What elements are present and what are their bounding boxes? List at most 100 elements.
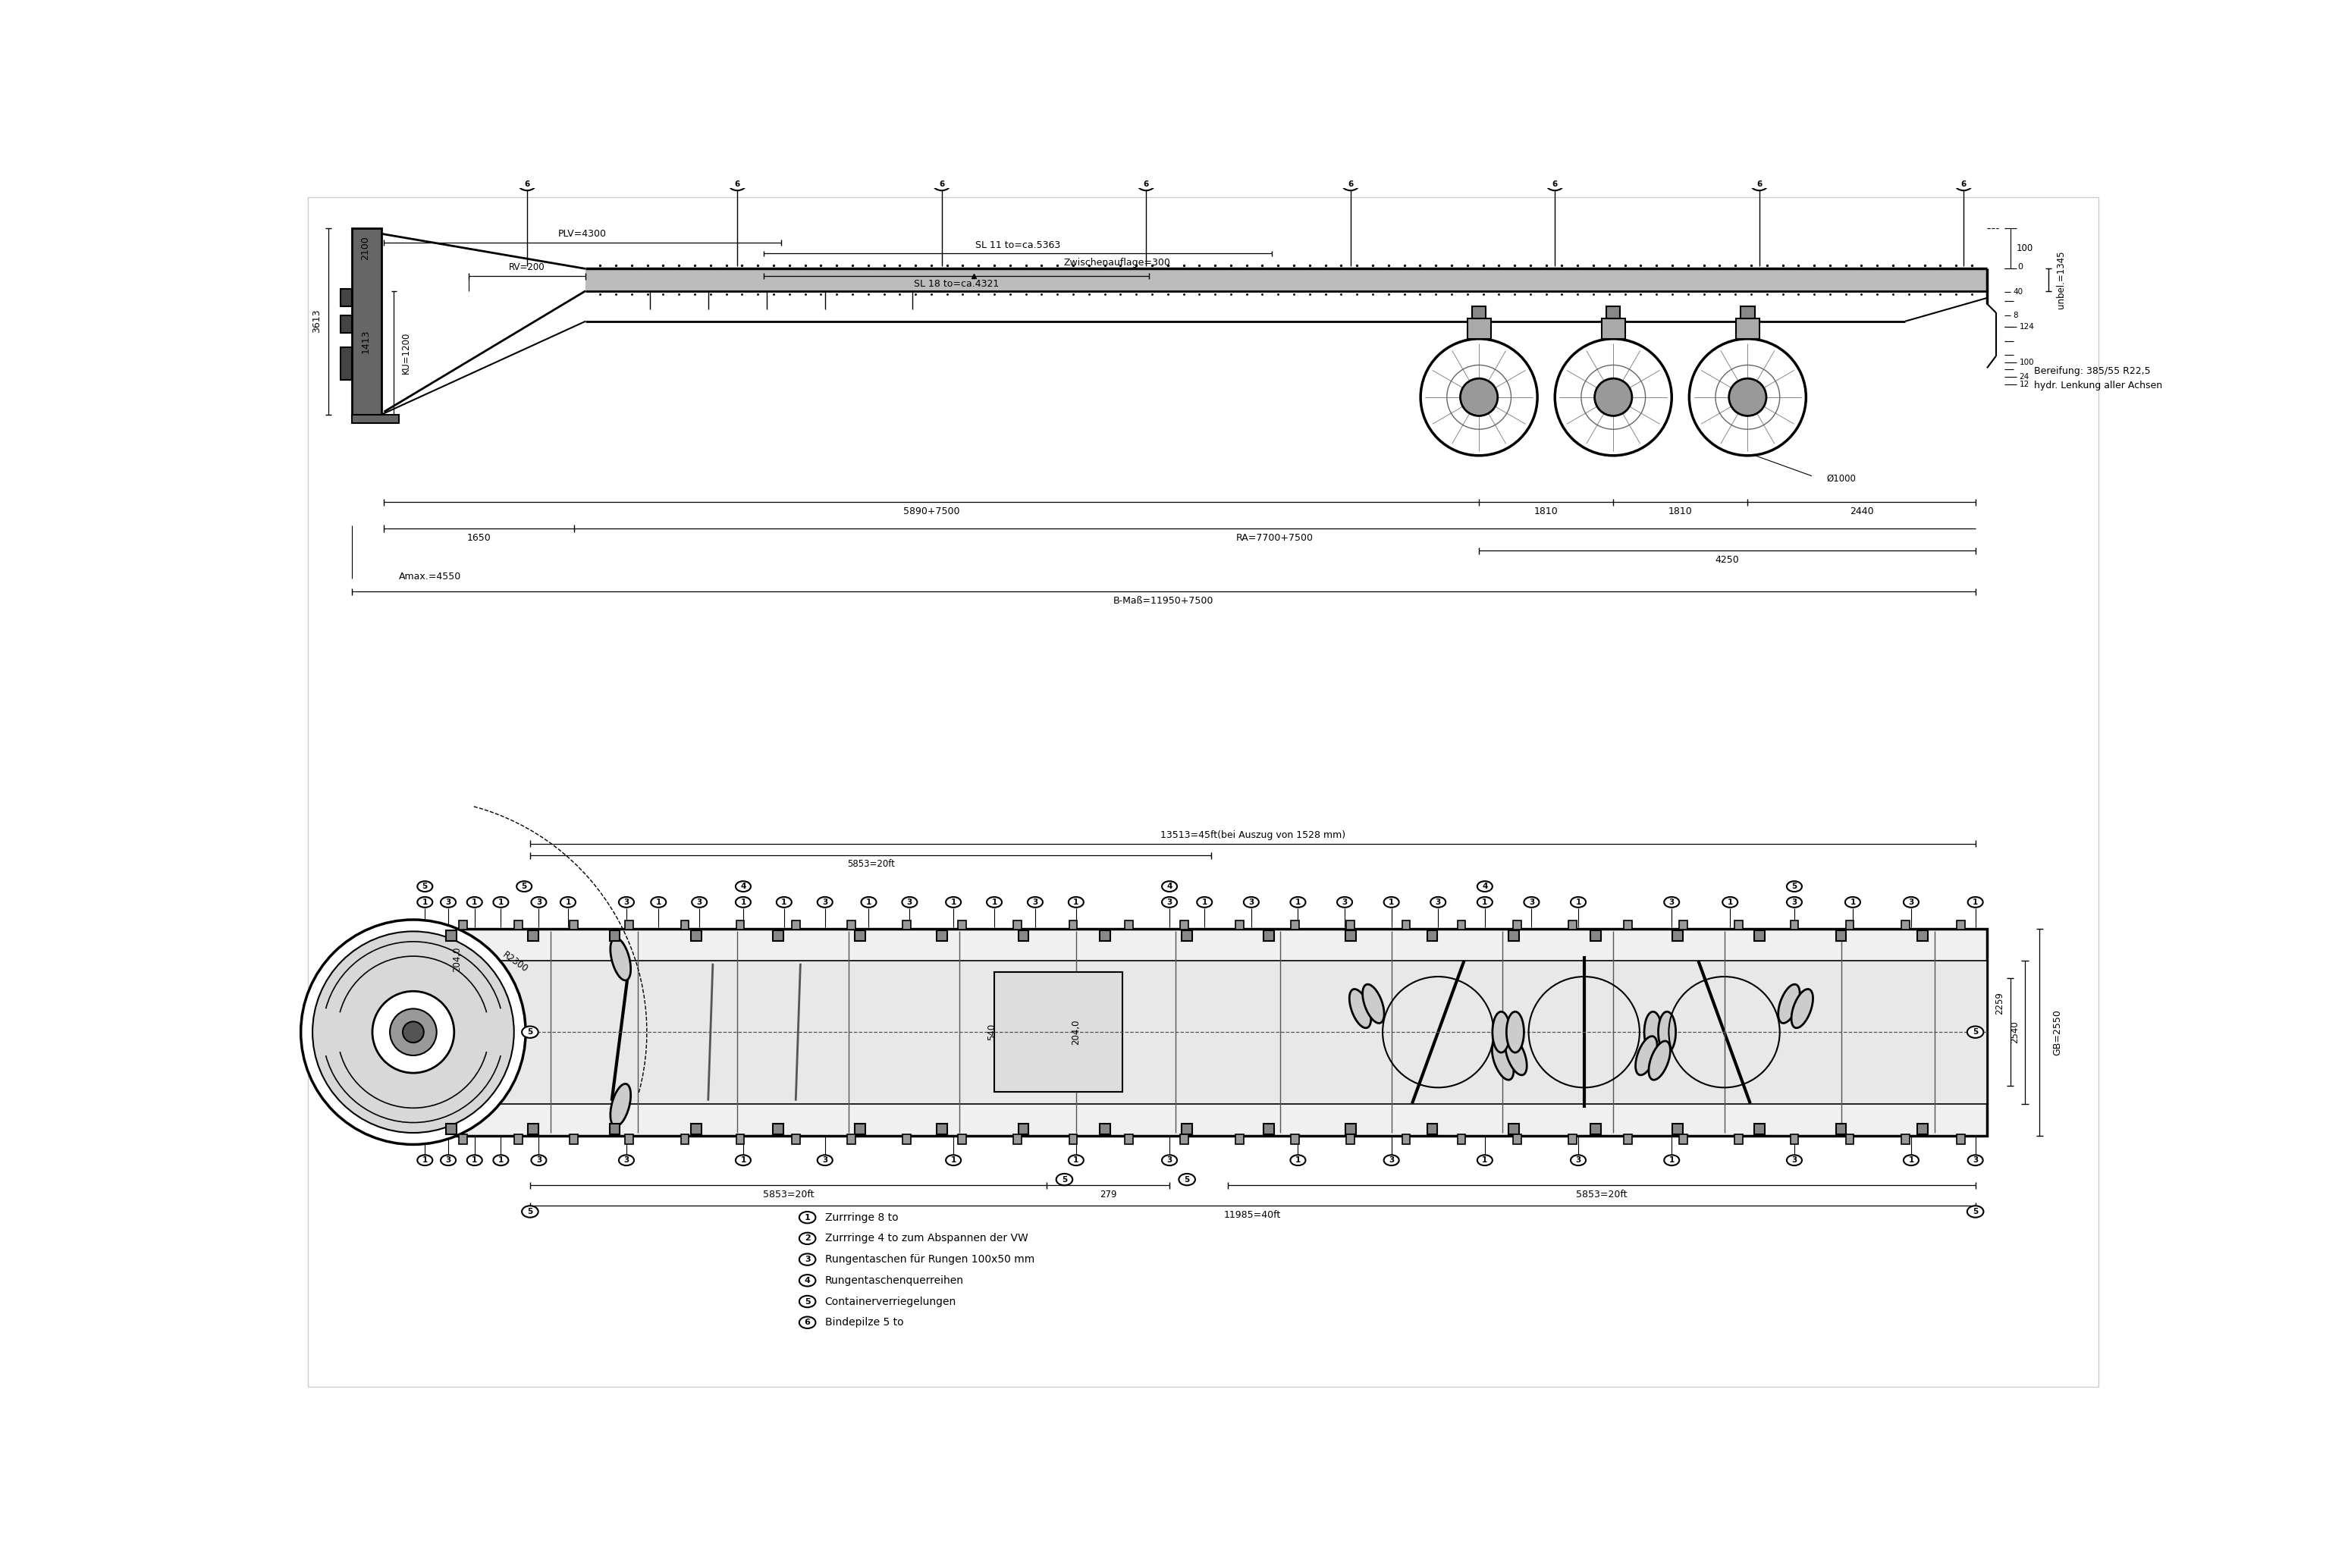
Text: Zurrringe 4 to zum Abspannen der VW: Zurrringe 4 to zum Abspannen der VW [824,1232,1028,1243]
Bar [1568,920,1576,930]
Bar [1735,920,1742,930]
Bar [528,930,538,941]
Ellipse shape [1792,989,1813,1029]
Text: Amax.=4550: Amax.=4550 [399,572,460,582]
Circle shape [301,920,526,1145]
Text: PLV=4300: PLV=4300 [559,229,606,238]
Bar [1590,1123,1601,1134]
Ellipse shape [493,1156,510,1165]
Text: 1: 1 [1296,898,1301,906]
Bar [737,1135,744,1145]
Text: 3: 3 [1167,1157,1172,1163]
Bar [772,930,784,941]
Ellipse shape [1571,1156,1585,1165]
Ellipse shape [1665,897,1679,908]
Bar [1291,1135,1298,1145]
Bar [446,1123,456,1134]
Bar [458,1135,467,1145]
Ellipse shape [1777,985,1801,1024]
Text: 1: 1 [1850,898,1855,906]
Ellipse shape [441,897,456,908]
Bar [1590,930,1601,941]
Text: 6: 6 [1552,180,1557,188]
Bar [681,920,688,930]
Text: 3: 3 [1343,898,1348,906]
Ellipse shape [798,1232,815,1245]
Text: 1: 1 [566,898,571,906]
Bar [1345,920,1355,930]
Text: 1: 1 [1073,898,1078,906]
Bar [340,289,352,307]
Text: Rungentaschenquerreihen: Rungentaschenquerreihen [824,1275,963,1286]
Text: 1: 1 [498,898,502,906]
Bar [340,315,352,332]
Text: 3: 3 [1576,1157,1580,1163]
Bar [958,920,967,930]
Ellipse shape [1430,897,1446,908]
Text: 5: 5 [1972,1207,1977,1215]
Text: 1: 1 [1909,1157,1914,1163]
Ellipse shape [1136,177,1155,190]
Text: 3: 3 [1529,898,1533,906]
Ellipse shape [1477,881,1493,892]
Bar [625,920,634,930]
Bar [1918,930,1928,941]
Text: 8: 8 [2012,312,2019,320]
Bar [1458,1135,1465,1145]
Circle shape [373,991,453,1073]
Text: 3: 3 [1909,898,1914,906]
Text: 5: 5 [521,883,526,891]
Ellipse shape [1068,1156,1085,1165]
Ellipse shape [777,897,791,908]
Ellipse shape [1787,1156,1801,1165]
Text: 6: 6 [524,180,531,188]
Text: 5: 5 [1972,1029,1977,1036]
Ellipse shape [1665,1156,1679,1165]
Text: 1: 1 [1482,898,1489,906]
Bar [340,348,352,379]
Ellipse shape [1505,1036,1526,1076]
Ellipse shape [817,897,834,908]
Bar [1754,1123,1766,1134]
Text: 5: 5 [423,883,427,891]
Text: 5: 5 [528,1207,533,1215]
Ellipse shape [1637,1036,1658,1076]
Bar [1606,307,1620,318]
Ellipse shape [418,1156,432,1165]
Bar [1181,930,1193,941]
Bar [1068,920,1078,930]
Text: 5: 5 [1183,1176,1190,1184]
Ellipse shape [1752,177,1768,190]
Ellipse shape [1507,1011,1524,1052]
Bar [1468,318,1491,339]
Ellipse shape [735,1156,751,1165]
Bar [1789,1135,1799,1145]
Text: 5: 5 [528,1029,533,1036]
Text: Containerverriegelungen: Containerverriegelungen [824,1297,956,1306]
Text: 3: 3 [1167,898,1172,906]
Bar [1846,920,1855,930]
Ellipse shape [519,177,535,190]
Text: R2300: R2300 [500,950,531,974]
Text: 3: 3 [1435,898,1442,906]
Text: 3: 3 [822,898,829,906]
Ellipse shape [1968,1206,1984,1217]
Bar [1679,920,1688,930]
Bar [1019,1123,1028,1134]
Bar [1235,1135,1244,1145]
Text: 5: 5 [1792,883,1796,891]
Ellipse shape [1658,1011,1676,1052]
Text: 1: 1 [805,1214,810,1221]
Bar [1735,318,1759,339]
Bar [1014,920,1021,930]
Ellipse shape [1571,897,1585,908]
Text: 1: 1 [991,898,998,906]
Text: Bindepilze 5 to: Bindepilze 5 to [824,1317,904,1328]
Text: 1: 1 [1296,1157,1301,1163]
Bar [1789,920,1799,930]
Ellipse shape [561,897,575,908]
Ellipse shape [1162,897,1176,908]
Bar [1510,1123,1519,1134]
Bar [958,1135,967,1145]
Text: 1413: 1413 [362,329,371,354]
